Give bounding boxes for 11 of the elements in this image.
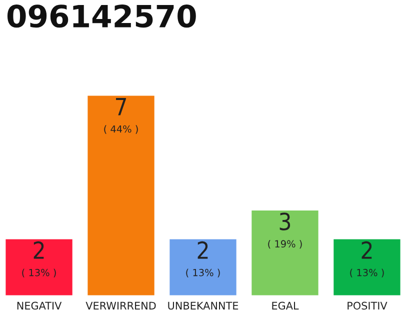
x-tick-label: EGAL <box>272 302 299 310</box>
x-tick-label: NEGATIV <box>17 302 62 310</box>
x-tick-label: UNBEKANNTE <box>168 302 238 310</box>
data-label: 2 ( 13% ) <box>22 241 56 278</box>
chart-title: 096142570 <box>7 4 196 28</box>
x-tick-label: VERWIRREND <box>86 302 156 310</box>
data-label: 7 ( 44% ) <box>104 98 138 134</box>
x-tick-label: POSITIV <box>348 302 388 310</box>
data-label: 3 ( 19% ) <box>268 212 302 249</box>
data-label: 2 ( 13% ) <box>350 241 384 278</box>
data-label: 2 ( 13% ) <box>186 241 220 278</box>
